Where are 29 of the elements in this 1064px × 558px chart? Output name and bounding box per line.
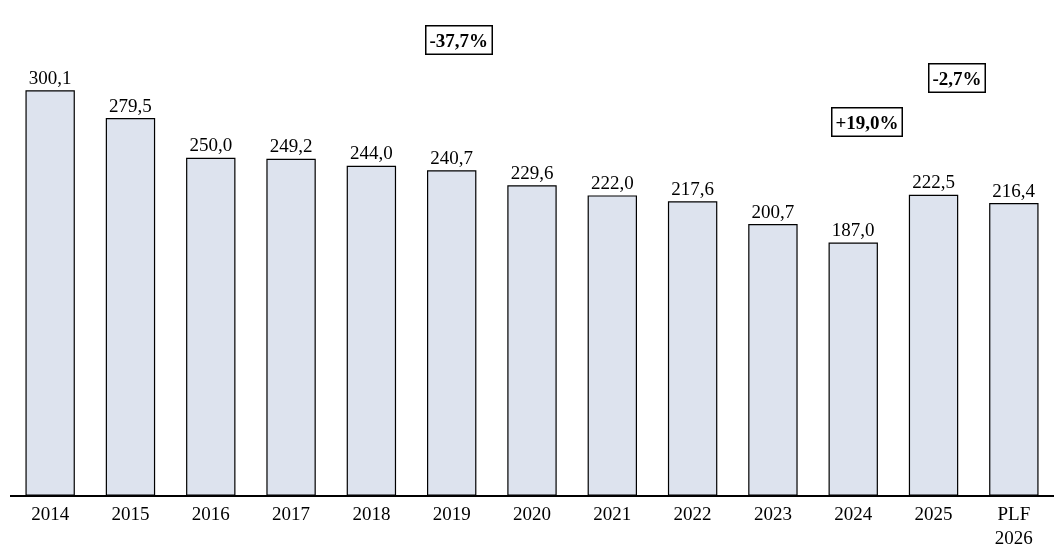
x-tick-label: PLF 2026 xyxy=(994,502,1033,549)
data-label: 187,0 xyxy=(831,219,875,241)
data-label: 244,0 xyxy=(350,142,393,164)
x-tick-label: 2022 xyxy=(673,502,712,524)
data-label: 229,6 xyxy=(510,161,554,183)
x-tick-label: 2014 xyxy=(31,502,70,524)
x-tick-label: 2021 xyxy=(593,502,632,524)
x-tick-label: 2018 xyxy=(352,502,391,524)
data-label: 217,6 xyxy=(671,177,714,199)
data-label: 279,5 xyxy=(109,94,152,116)
data-label: 249,2 xyxy=(269,135,313,157)
annotation: +19,0% xyxy=(835,111,899,133)
data-label: 250,0 xyxy=(189,134,233,156)
text: -37,7% xyxy=(429,29,489,51)
x-tick-label: 2025 xyxy=(914,502,953,524)
data-label: 216,4 xyxy=(992,179,1036,201)
x-tick-label: 2019 xyxy=(432,502,471,524)
data-label: 222,5 xyxy=(912,171,955,193)
data-label: 200,7 xyxy=(751,200,795,222)
text: -2,7% xyxy=(932,67,982,89)
data-label: 222,0 xyxy=(590,172,634,194)
x-tick-label: 2017 xyxy=(272,502,311,524)
x-tick-label: 2023 xyxy=(753,502,792,524)
x-tick-label: 2016 xyxy=(191,502,230,524)
x-tick-label: 2020 xyxy=(513,502,551,524)
data-label: 300,1 xyxy=(28,66,72,88)
x-tick-label: 2024 xyxy=(834,502,873,524)
x-tick-label: 2015 xyxy=(111,502,150,524)
data-label: 240,7 xyxy=(430,146,474,168)
